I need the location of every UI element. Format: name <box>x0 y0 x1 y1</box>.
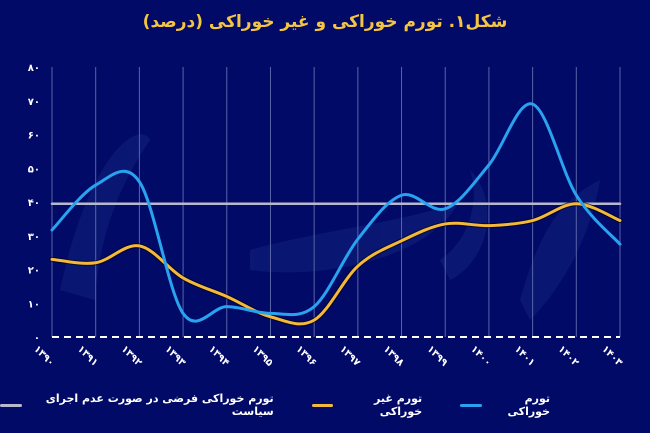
legend-item-hypothetical-food-inflation: تورم خوراکی فرضی در صورت عدم اجرای سیاست <box>0 392 274 418</box>
x-tick-label: ۱۳۹۴ <box>206 344 231 369</box>
gridlines <box>51 67 621 338</box>
y-tick-label: ۸۰ <box>28 63 40 74</box>
x-tick-label: ۱۳۹۱ <box>75 344 100 369</box>
y-tick-label: ۷۰ <box>28 97 40 108</box>
x-tick-label: ۱۳۹۸ <box>381 344 406 369</box>
y-tick-label: ۲۰ <box>28 266 40 277</box>
legend-label: تورم خوراکی <box>507 392 550 418</box>
y-tick-label: ۶۰ <box>28 131 40 142</box>
chart-title: شکل۱. تورم خوراکی و غیر خوراکی (درصد) <box>142 12 508 32</box>
legend-swatch-blue <box>460 403 482 407</box>
y-tick-label: ۴۰ <box>28 198 40 209</box>
nonfood-inflation-line <box>50 202 622 326</box>
legend-label: تورم خوراکی فرضی در صورت عدم اجرای سیاست <box>45 392 274 418</box>
x-tick-label: ۱۳۹۹ <box>424 344 449 369</box>
y-tick-label: ۵۰ <box>28 164 40 175</box>
legend: تورم خوراکی تورم غیر خوراکی تورم خوراکی … <box>0 392 550 418</box>
x-axis-ticks: ۱۳۹۰ ۱۳۹۱ ۱۳۹۲ ۱۳۹۳ ۱۳۹۴ ۱۳۹۵ ۱۳۹۶ ۱۳۹۷ ۱۳۹۸ ۱۳۹۹… <box>31 344 624 369</box>
legend-swatch-yellow <box>311 403 334 407</box>
x-tick-label: ۱۴۰۰ <box>468 344 493 369</box>
x-tick-label: ۱۳۹۰ <box>31 344 56 369</box>
y-tick-label: ۱۰ <box>28 299 40 310</box>
x-tick-label: ۱۴۰۳ <box>599 344 624 369</box>
y-tick-label: ۰ <box>34 333 40 344</box>
x-tick-label: ۱۳۹۷ <box>337 344 362 369</box>
x-tick-label: ۱۴۰۱ <box>512 344 537 369</box>
x-tick-label: ۱۳۹۶ <box>293 344 318 369</box>
x-tick-label: ۱۳۹۲ <box>119 344 144 369</box>
series-lines <box>49 102 623 327</box>
legend-swatch-gray <box>0 403 22 407</box>
x-tick-label: ۱۳۹۵ <box>250 344 275 369</box>
legend-item-food-inflation: تورم خوراکی <box>460 392 550 418</box>
x-tick-label: ۱۳۹۳ <box>162 344 187 369</box>
watermark-logo <box>60 134 600 320</box>
food-inflation-line <box>50 102 622 323</box>
x-tick-label: ۱۴۰۲ <box>556 344 581 369</box>
y-tick-label: ۳۰ <box>28 232 40 243</box>
legend-label: تورم غیر خوراکی <box>374 392 423 418</box>
y-axis-ticks: ۰ ۱۰ ۲۰ ۳۰ ۴۰ ۵۰ ۶۰ ۷۰ ۸۰ <box>28 63 40 344</box>
legend-item-nonfood-inflation: تورم غیر خوراکی <box>311 392 423 418</box>
